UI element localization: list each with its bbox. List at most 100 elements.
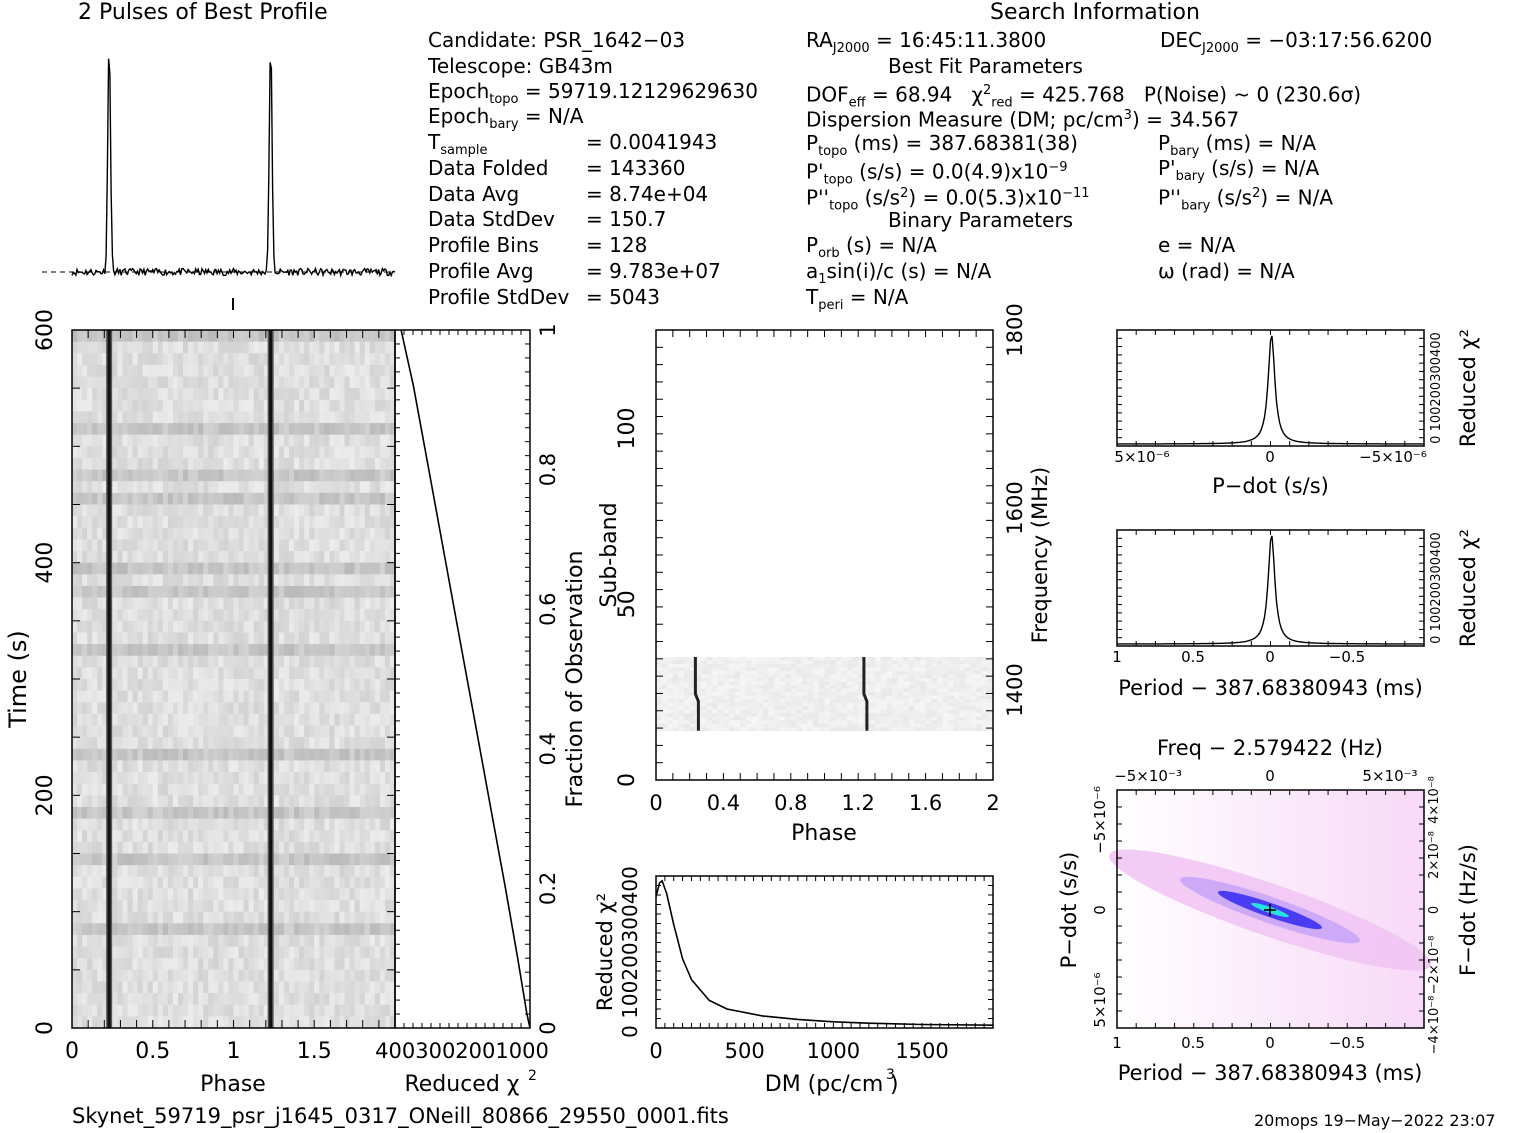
- pixel: [324, 492, 330, 505]
- pixel: [712, 681, 719, 686]
- pixel: [142, 469, 149, 482]
- pixel: [289, 353, 295, 366]
- pixel: [263, 830, 270, 843]
- pixel: [223, 911, 229, 924]
- pixel: [223, 481, 229, 494]
- pixel: [919, 716, 926, 721]
- pixel: [339, 609, 345, 622]
- pixel: [127, 772, 133, 785]
- pixel: [359, 492, 366, 505]
- pixel: [349, 457, 356, 470]
- pixel: [790, 663, 797, 668]
- pixel: [102, 818, 108, 831]
- pixel: [379, 341, 386, 354]
- pixel: [97, 434, 103, 447]
- pixel: [294, 527, 300, 540]
- pixel: [324, 865, 330, 878]
- pixel: [294, 516, 300, 529]
- pixel: [162, 446, 169, 459]
- pixel: [339, 457, 345, 470]
- pixel: [768, 709, 775, 714]
- pixel: [253, 818, 260, 831]
- pixel: [198, 574, 204, 587]
- pixel: [77, 806, 83, 819]
- pixel: [309, 469, 315, 482]
- pixel: [299, 748, 305, 761]
- pixel: [162, 958, 169, 971]
- pixel: [354, 597, 361, 610]
- pixel: [846, 706, 853, 710]
- pixel: [897, 663, 904, 668]
- pixel: [948, 674, 954, 679]
- pixel: [294, 574, 300, 587]
- pixel: [132, 399, 139, 412]
- pixel: [167, 841, 174, 854]
- pixel: [858, 667, 865, 672]
- pixel: [157, 981, 164, 994]
- pixel: [167, 597, 174, 610]
- pixel: [903, 671, 910, 675]
- pixel: [374, 981, 381, 994]
- pixel: [248, 492, 255, 505]
- pixel: [751, 692, 758, 696]
- pixel: [263, 853, 270, 866]
- pixel: [203, 539, 209, 552]
- pixel: [304, 679, 310, 692]
- pixel: [243, 911, 250, 924]
- pixel: [344, 981, 350, 994]
- pixel: [364, 667, 371, 680]
- pixel: [667, 660, 674, 665]
- pixel: [147, 341, 154, 354]
- pixel: [208, 364, 214, 377]
- pixel: [344, 527, 350, 540]
- pixel: [208, 353, 214, 366]
- pixel: [329, 1016, 335, 1029]
- pixel: [213, 702, 219, 715]
- pixel: [689, 660, 696, 665]
- pixel: [162, 853, 169, 866]
- pixel: [354, 330, 361, 343]
- pixel: [208, 830, 214, 843]
- pixel: [162, 760, 169, 773]
- pixel: [319, 539, 325, 552]
- pixel: [987, 695, 994, 700]
- pixel: [717, 660, 724, 665]
- pixel: [142, 667, 149, 680]
- pixel: [841, 685, 848, 689]
- pixel: [319, 504, 325, 517]
- pixel: [751, 667, 758, 672]
- pixel: [294, 969, 300, 982]
- pixel: [228, 492, 234, 505]
- pixel: [127, 748, 133, 761]
- pixel: [162, 900, 169, 913]
- pixel: [314, 981, 320, 994]
- pixel: [117, 911, 123, 924]
- pixel: [188, 737, 194, 750]
- pixel: [117, 551, 123, 564]
- pixel: [238, 585, 244, 598]
- pixel: [314, 411, 320, 424]
- pixel: [193, 1004, 199, 1017]
- pixel: [734, 688, 741, 693]
- pixel: [830, 674, 837, 679]
- pixel: [208, 725, 214, 738]
- pixel: [87, 690, 93, 703]
- pixel: [82, 772, 88, 785]
- pixel: [712, 706, 719, 710]
- pixel: [914, 685, 921, 689]
- pixel: [172, 562, 179, 575]
- pixel: [684, 660, 690, 665]
- pixel: [203, 702, 209, 715]
- pixel: [243, 783, 250, 796]
- pixel: [82, 1004, 88, 1017]
- pixel: [102, 865, 108, 878]
- pixel: [319, 399, 325, 412]
- pixel: [294, 876, 300, 889]
- pixel: [228, 457, 234, 470]
- pixel: [830, 699, 837, 703]
- pixel: [364, 876, 371, 889]
- pixel: [294, 644, 300, 657]
- pixel: [87, 1016, 93, 1029]
- pixel: [132, 748, 139, 761]
- pixel: [858, 674, 865, 679]
